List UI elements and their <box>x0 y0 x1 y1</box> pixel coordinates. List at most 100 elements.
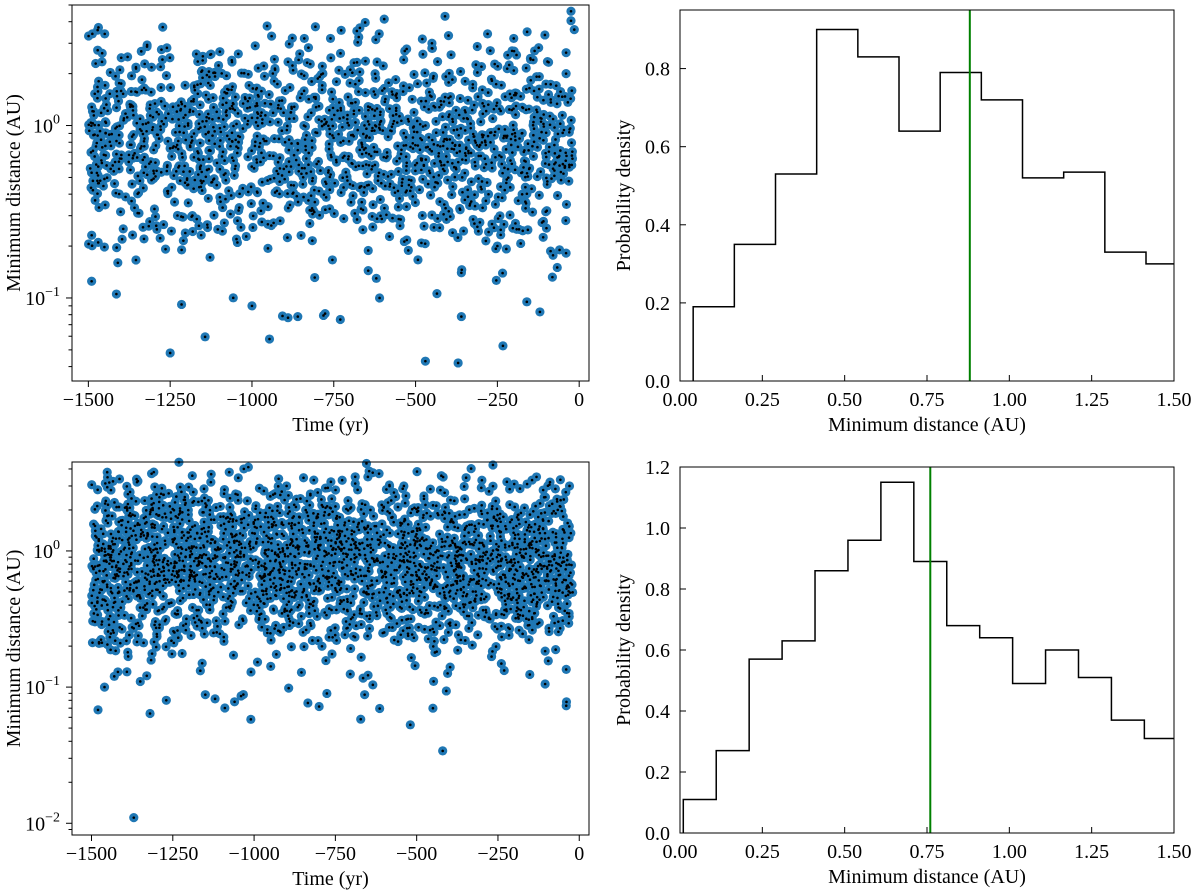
scatter-point-core <box>364 151 368 155</box>
scatter-point-core <box>97 26 100 29</box>
scatter-point-core <box>277 103 280 107</box>
scatter-point-core <box>402 58 405 62</box>
scatter-point-core <box>466 99 470 102</box>
scatter-point-core <box>290 105 293 109</box>
scatter-point-core <box>317 160 320 163</box>
scatter-point-core <box>109 167 112 171</box>
scatter-point-core <box>529 57 532 60</box>
scatter-point-core <box>328 132 332 136</box>
scatter-point-core <box>158 236 162 240</box>
scatter-point-core <box>119 89 123 93</box>
scatter-point-core <box>342 186 345 189</box>
scatter-point-core <box>224 197 227 201</box>
axes-frame-top-right <box>679 9 1175 382</box>
scatter-point-core <box>93 123 96 127</box>
scatter-point-core <box>464 158 468 162</box>
scatter-point-core <box>373 163 377 167</box>
scatter-point-core <box>322 314 325 317</box>
scatter-point-core <box>341 139 345 143</box>
scatter-point-core <box>341 176 345 180</box>
scatter-point-core <box>443 95 447 99</box>
scatter-point-core <box>137 211 141 215</box>
scatter-point-core <box>141 225 145 229</box>
scatter-point-core <box>183 164 186 168</box>
scatter-point-core <box>246 106 249 110</box>
scatter-point-core <box>501 271 504 275</box>
scatter-point-core <box>503 188 507 192</box>
scatter-point-core <box>278 156 281 160</box>
scatter-point-core <box>180 248 183 252</box>
scatter-point-core <box>512 128 515 132</box>
scatter-point-core <box>486 134 490 138</box>
scatter-point-core <box>394 106 398 110</box>
scatter-point-core <box>558 122 562 125</box>
scatter-point-core <box>342 217 346 220</box>
scatter-point-core <box>539 170 542 173</box>
scatter-point-core <box>109 144 113 148</box>
scatter-point-core <box>321 64 324 68</box>
scatter-point-core <box>316 77 320 80</box>
scatter-point-core <box>170 229 173 233</box>
scatter-point-core <box>166 189 170 193</box>
scatter-point-core <box>391 122 395 126</box>
scatter-point-core <box>142 86 146 90</box>
scatter-point-core <box>199 164 203 167</box>
scatter-point-core <box>367 183 370 187</box>
scatter-point-core <box>256 116 259 120</box>
scatter-point-core <box>256 66 260 70</box>
scatter-point-core <box>320 88 324 92</box>
scatter-point-core <box>153 207 156 211</box>
scatter-point-core <box>490 166 494 170</box>
x-tick-label: 1.25 <box>1074 389 1109 411</box>
scatter-point-core <box>271 72 275 75</box>
scatter-point-core <box>232 124 235 128</box>
scatter-point-core <box>405 205 408 208</box>
scatter-point-core <box>564 159 568 163</box>
scatter-point-core <box>537 46 540 50</box>
ticks-top-right: 0.00 0.25 0.50 0.75 1.00 1.25 1.500.00.20.40.6… <box>645 59 1192 411</box>
scatter-point-core <box>373 93 377 96</box>
scatter-point-core <box>201 120 204 123</box>
scatter-point-core <box>94 145 98 148</box>
scatter-point-core <box>458 207 462 210</box>
scatter-point-core <box>495 104 498 107</box>
scatter-point-core <box>428 148 432 151</box>
scatter-point-core <box>104 120 107 124</box>
scatter-point-core <box>401 177 404 181</box>
scatter-point-core <box>559 170 563 174</box>
scatter-point-core <box>223 125 226 129</box>
scatter-point-core <box>292 153 296 157</box>
scatter-point-core <box>457 134 461 137</box>
scatter-point-core <box>424 158 428 161</box>
scatter-point-core <box>355 29 359 33</box>
scatter-point-core <box>568 165 571 169</box>
scatter-point-core <box>184 113 187 117</box>
scatter-point-core <box>499 228 503 232</box>
scatter-point-core <box>279 107 283 110</box>
scatter-point-core <box>205 119 208 123</box>
scatter-point-core <box>466 195 470 199</box>
scatter-point-core <box>382 173 385 176</box>
scatter-point-core <box>509 159 512 162</box>
scatter-point-core <box>160 119 164 123</box>
scatter-point-core <box>283 140 287 144</box>
scatter-point-core <box>428 90 431 94</box>
scatter-point-core <box>394 78 398 81</box>
scatter-point-core <box>423 105 426 109</box>
scatter-point-core <box>371 187 374 190</box>
scatter-point-core <box>567 130 571 134</box>
scatter-point-core <box>414 169 417 173</box>
scatter-point-core <box>460 268 464 272</box>
scatter-point-core <box>381 129 385 132</box>
scatter-point-core <box>551 275 554 279</box>
y-tick-label: 0.0 <box>645 371 670 393</box>
scatter-point-core <box>144 88 148 92</box>
scatter-point-core <box>108 92 112 96</box>
scatter-point-core <box>232 159 235 162</box>
scatter-point-core <box>398 224 402 228</box>
scatter-point-core <box>494 82 498 86</box>
scatter-point-core <box>503 128 507 131</box>
scatter-point-core <box>141 158 145 162</box>
scatter-point-core <box>530 187 533 191</box>
scatter-point-core <box>494 155 497 159</box>
